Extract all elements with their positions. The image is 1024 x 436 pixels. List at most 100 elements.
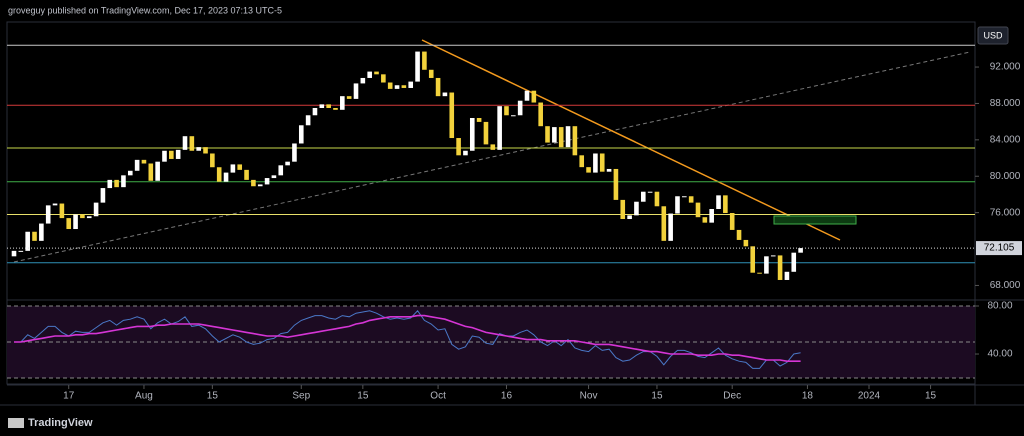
publisher-line: groveguy published on TradingView.com, D… (8, 5, 282, 15)
candle-body (661, 206, 667, 241)
candle-body (367, 71, 372, 78)
candle-body (640, 191, 646, 202)
candle-body (428, 69, 434, 78)
candle-body (476, 118, 482, 122)
candle-body (723, 195, 728, 214)
candle-body (278, 165, 284, 176)
candle-body (155, 161, 160, 181)
candle-body (579, 155, 585, 168)
candle-body (346, 96, 352, 99)
candle-body (511, 115, 516, 117)
candle-body (80, 214, 85, 219)
candle-body (791, 252, 797, 272)
candle-body (558, 127, 564, 148)
candle-body (599, 153, 605, 172)
x-tick-label: Nov (580, 391, 598, 402)
candle-body (134, 159, 140, 171)
candle-body (422, 51, 427, 70)
x-tick-label: 2024 (858, 391, 881, 402)
candle-body (18, 250, 24, 252)
candle-body (319, 104, 325, 108)
candle-body (292, 143, 297, 162)
candle-body (435, 77, 441, 97)
candle-body (524, 90, 530, 101)
candle-body (647, 191, 653, 193)
candle-body (107, 179, 113, 189)
candle-body (387, 82, 393, 89)
candle-body (59, 203, 65, 219)
x-tick-label: 15 (207, 391, 219, 402)
candle-body (381, 74, 386, 83)
x-tick-label: Dec (723, 391, 741, 402)
candle-body (175, 149, 181, 159)
candle-body (285, 161, 290, 166)
candle-body (586, 167, 591, 173)
rsi-line (14, 310, 801, 369)
candle-body (182, 136, 188, 150)
candle-body (634, 201, 639, 216)
candle-body (374, 71, 379, 75)
candle-body (127, 170, 133, 176)
candle-body (764, 256, 769, 274)
x-tick-label: 16 (501, 391, 513, 402)
candle-body (196, 147, 201, 151)
candle-body (736, 229, 742, 240)
candle-body (770, 255, 776, 257)
candle-body (189, 136, 195, 151)
candle-body (716, 195, 721, 210)
candle-body (312, 107, 318, 116)
candle-body (497, 106, 502, 150)
candle-body (654, 191, 660, 207)
candle-body (442, 92, 448, 97)
candle-body (750, 246, 756, 273)
candle-body (545, 126, 550, 143)
x-tick-label: Sep (292, 391, 310, 402)
candle-body (52, 203, 58, 206)
y-tick-label: 92.000 (990, 62, 1021, 73)
x-tick-label: 15 (925, 391, 937, 402)
x-tick-label: Oct (430, 391, 446, 402)
candle-body (504, 106, 509, 116)
candle-body (326, 104, 331, 108)
candle-body (784, 271, 790, 280)
y-tick-label: 84.000 (990, 134, 1021, 145)
candle-body (517, 100, 523, 116)
rsi-y-tick-label: 80.00 (987, 301, 1012, 312)
candle-body (203, 147, 208, 154)
candle-body (757, 272, 762, 274)
candle-body (148, 163, 154, 181)
candle-body (675, 196, 680, 214)
trend-line-orange (421, 39, 841, 241)
candle-body (121, 175, 126, 188)
currency-label: USD (983, 30, 1003, 40)
last-price-label: 72.105 (984, 243, 1015, 254)
candle-body (627, 215, 632, 220)
last-price-box (976, 241, 1022, 256)
candle-body (408, 81, 414, 88)
candle-body (449, 92, 455, 139)
candle-body (463, 150, 468, 156)
candle-body (606, 168, 612, 172)
candle-body (66, 218, 72, 230)
candle-body (340, 96, 345, 110)
candle-body (264, 178, 270, 185)
candle-body (216, 167, 222, 182)
candle-body (469, 118, 475, 151)
brand-name: TradingView (28, 417, 93, 429)
x-tick-label: 18 (802, 391, 814, 402)
candle-body (743, 239, 749, 247)
candle-body (531, 90, 537, 103)
rsi-ma-line (14, 314, 801, 362)
y-tick-label: 68.000 (990, 280, 1021, 291)
rsi-y-tick-label: 40.00 (987, 349, 1012, 360)
candle-body (360, 77, 366, 84)
target-box (773, 215, 857, 225)
y-tick-label: 88.000 (990, 98, 1021, 109)
candle-body (572, 126, 578, 156)
candle-body (401, 85, 407, 88)
candle-body (11, 250, 17, 257)
candle-body (490, 144, 496, 150)
currency-button[interactable] (977, 26, 1009, 45)
